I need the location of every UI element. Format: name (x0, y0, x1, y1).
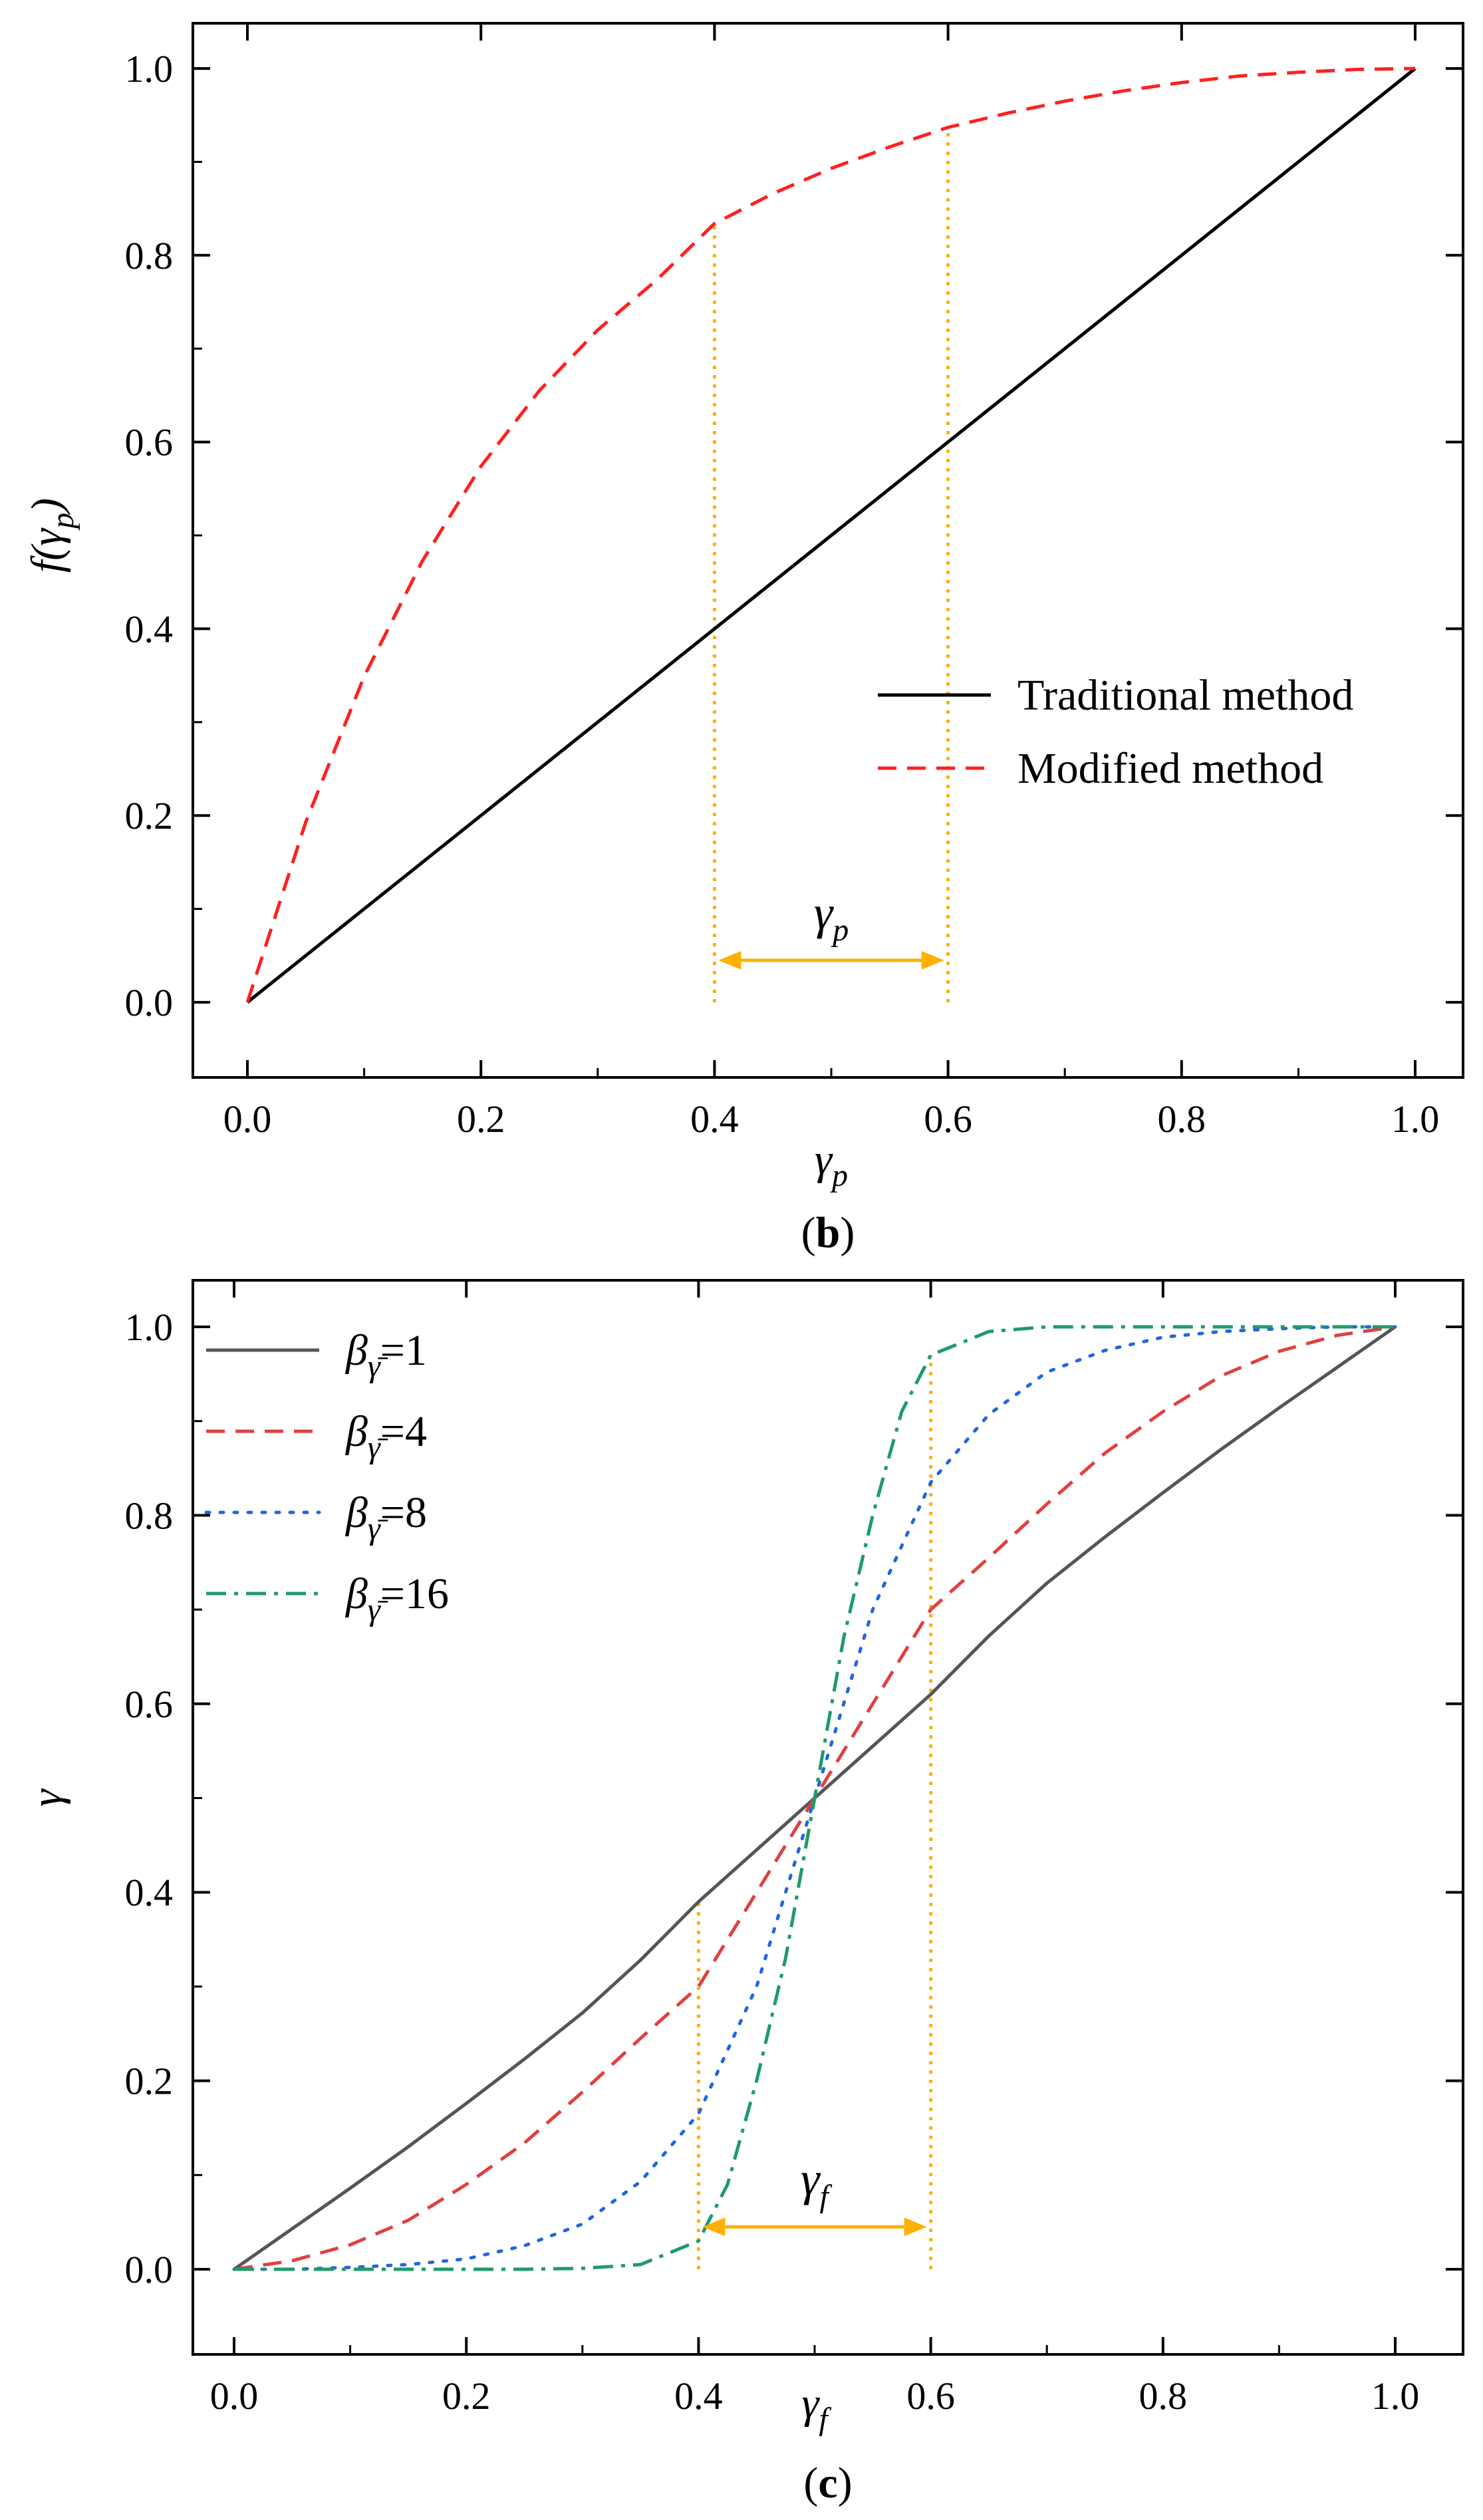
x-axis-label-b: γp (815, 1135, 848, 1193)
legend-label-b-0: Traditional method (1017, 671, 1353, 720)
x-tick-label-b: 0.6 (924, 1097, 972, 1141)
legend-label-b-1: Modified method (1017, 744, 1323, 793)
range-arrowhead-left-b (718, 950, 742, 970)
chart-panel-b: 0.0 0.2 0.4 0.6 0.8 1.0 0.0 0.2 0.4 0.6 0.8 1.0 γp Tr… (23, 22, 1464, 1257)
y-tick-label-c: 0.2 (125, 2060, 174, 2103)
x-tick-label-b: 0.2 (457, 1097, 505, 1141)
x-tick-label-c: 0.0 (210, 2374, 259, 2418)
y-tick-label-b: 1.0 (125, 47, 174, 90)
y-tick-label-c: 0.0 (125, 2248, 174, 2291)
y-tick-label-b: 0.8 (125, 234, 174, 277)
range-arrowhead-left-c (702, 2217, 726, 2237)
range-arrowhead-right-c (904, 2217, 927, 2237)
legend-label-c-3: βγ̄=16 (344, 1570, 449, 1627)
range-label-b: γp (814, 886, 849, 948)
series-line-b-0 (246, 67, 1416, 1004)
legend-label-c-2: βγ̄=8 (344, 1488, 427, 1546)
legend-label-c-1: βγ̄=4 (344, 1407, 427, 1465)
x-tick-label-b: 0.0 (223, 1097, 272, 1141)
chart-panel-c: 0.0 0.2 0.4 0.6 0.8 1.00.00.20.40.60.81.0γfβγ… (23, 1279, 1464, 2507)
x-tick-label-b: 1.0 (1391, 1097, 1440, 1141)
y-tick-label-c: 1.0 (125, 1306, 174, 1349)
y-tick-label-b: 0.4 (125, 607, 174, 650)
y-tick-label-c: 0.6 (125, 1683, 174, 1726)
panel-label-c: (c) (803, 2459, 852, 2507)
x-tick-label-c: 0.8 (1139, 2374, 1188, 2418)
range-arrowhead-right-b (921, 950, 944, 970)
x-tick-label-c: 0.4 (674, 2374, 723, 2418)
x-tick-label-c: 0.6 (906, 2374, 955, 2418)
series-line-c-3 (234, 1325, 1395, 2271)
panel-label-b: (b) (801, 1208, 855, 1257)
y-tick-label-b: 0.6 (125, 421, 174, 464)
legend-label-c-0: βγ̄=1 (344, 1326, 427, 1384)
plot-frame-b (192, 22, 1464, 1079)
x-tick-label-b: 0.4 (690, 1097, 739, 1141)
y-tick-label-c: 0.8 (125, 1494, 174, 1537)
y-tick-label-c: 0.4 (125, 1871, 174, 1914)
x-tick-label-c: 1.0 (1371, 2374, 1420, 2418)
y-tick-label-b: 0.2 (125, 794, 174, 837)
y-axis-label-b: f(γp) (23, 498, 80, 573)
plot-frame-c (192, 1279, 1464, 2356)
y-tick-label-b: 0.0 (125, 981, 174, 1024)
y-axis-label-c: γ (23, 1788, 71, 1807)
series-line-b-1 (245, 67, 1416, 1003)
x-tick-label-b: 0.8 (1158, 1097, 1206, 1141)
x-tick-label-c: 0.2 (442, 2374, 491, 2418)
